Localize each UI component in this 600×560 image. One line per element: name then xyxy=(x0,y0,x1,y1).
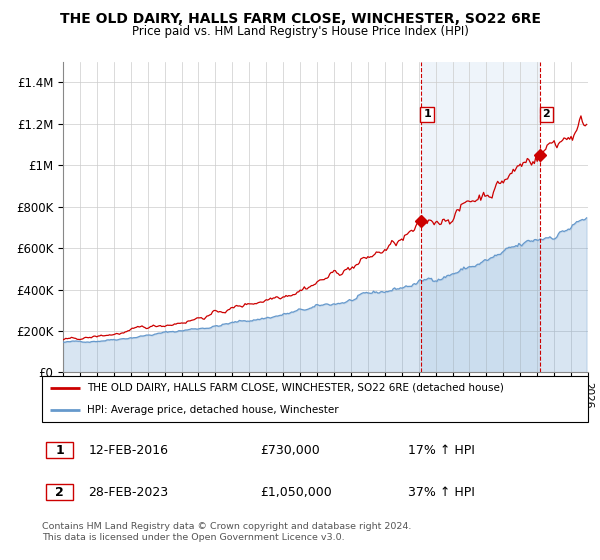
Text: 28-FEB-2023: 28-FEB-2023 xyxy=(88,486,169,498)
Text: 12-FEB-2016: 12-FEB-2016 xyxy=(88,444,169,457)
FancyBboxPatch shape xyxy=(46,442,73,459)
Text: 2: 2 xyxy=(542,109,550,119)
Text: £730,000: £730,000 xyxy=(260,444,320,457)
Text: Price paid vs. HM Land Registry's House Price Index (HPI): Price paid vs. HM Land Registry's House … xyxy=(131,25,469,38)
Text: Contains HM Land Registry data © Crown copyright and database right 2024.: Contains HM Land Registry data © Crown c… xyxy=(42,522,412,531)
FancyBboxPatch shape xyxy=(42,376,588,422)
Text: THE OLD DAIRY, HALLS FARM CLOSE, WINCHESTER, SO22 6RE: THE OLD DAIRY, HALLS FARM CLOSE, WINCHES… xyxy=(59,12,541,26)
Text: £1,050,000: £1,050,000 xyxy=(260,486,332,498)
Text: This data is licensed under the Open Government Licence v3.0.: This data is licensed under the Open Gov… xyxy=(42,533,344,542)
Text: 1: 1 xyxy=(55,444,64,457)
Text: 37% ↑ HPI: 37% ↑ HPI xyxy=(408,486,475,498)
Text: 2: 2 xyxy=(55,486,64,498)
FancyBboxPatch shape xyxy=(46,484,73,500)
Text: 17% ↑ HPI: 17% ↑ HPI xyxy=(408,444,475,457)
Text: 1: 1 xyxy=(423,109,431,119)
Text: THE OLD DAIRY, HALLS FARM CLOSE, WINCHESTER, SO22 6RE (detached house): THE OLD DAIRY, HALLS FARM CLOSE, WINCHES… xyxy=(87,382,503,393)
Bar xyxy=(421,62,540,372)
Text: HPI: Average price, detached house, Winchester: HPI: Average price, detached house, Winc… xyxy=(87,405,338,415)
